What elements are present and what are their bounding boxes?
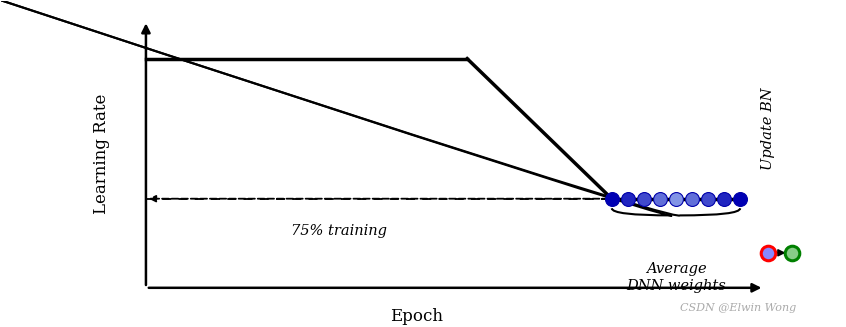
Point (653, 196, 667, 201)
Point (605, 196, 618, 201)
Text: Learning Rate: Learning Rate (93, 94, 110, 214)
Text: CSDN @Elwin Wong: CSDN @Elwin Wong (680, 303, 796, 313)
Point (669, 196, 683, 201)
Text: Epoch: Epoch (391, 308, 443, 325)
Point (685, 196, 699, 201)
Point (621, 196, 634, 201)
Text: Average
DNN weights: Average DNN weights (626, 262, 726, 293)
Text: 75% training: 75% training (291, 224, 387, 237)
Point (733, 196, 747, 201)
Point (786, 250, 799, 255)
Point (701, 196, 715, 201)
Point (637, 196, 651, 201)
Text: Update BN: Update BN (761, 87, 775, 170)
Point (761, 250, 775, 255)
Point (717, 196, 731, 201)
